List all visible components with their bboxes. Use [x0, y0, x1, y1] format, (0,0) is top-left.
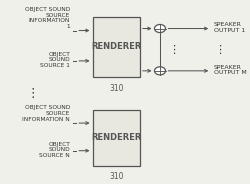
FancyBboxPatch shape	[92, 110, 140, 166]
Text: OBJECT SOUND
SOURCE
INFORMATION N: OBJECT SOUND SOURCE INFORMATION N	[22, 105, 70, 122]
Circle shape	[154, 67, 166, 75]
Text: OBJECT
SOUND
SOURCE N: OBJECT SOUND SOURCE N	[39, 142, 70, 158]
Text: 310: 310	[109, 84, 124, 93]
Text: OBJECT
SOUND
SOURCE 1: OBJECT SOUND SOURCE 1	[40, 52, 70, 68]
Text: ⋮: ⋮	[26, 87, 39, 100]
Text: 310: 310	[109, 172, 124, 181]
Circle shape	[154, 24, 166, 33]
FancyBboxPatch shape	[92, 17, 140, 77]
Text: ⋮: ⋮	[214, 45, 226, 55]
Text: OBJECT SOUND
SOURCE
INFORMATION
1: OBJECT SOUND SOURCE INFORMATION 1	[25, 7, 70, 29]
Text: RENDERER: RENDERER	[91, 43, 142, 51]
Text: RENDERER: RENDERER	[91, 134, 142, 142]
Text: SPEAKER
OUTPUT 1: SPEAKER OUTPUT 1	[214, 22, 245, 33]
Text: ⋮: ⋮	[168, 45, 179, 55]
Text: SPEAKER
OUTPUT M: SPEAKER OUTPUT M	[214, 65, 246, 75]
